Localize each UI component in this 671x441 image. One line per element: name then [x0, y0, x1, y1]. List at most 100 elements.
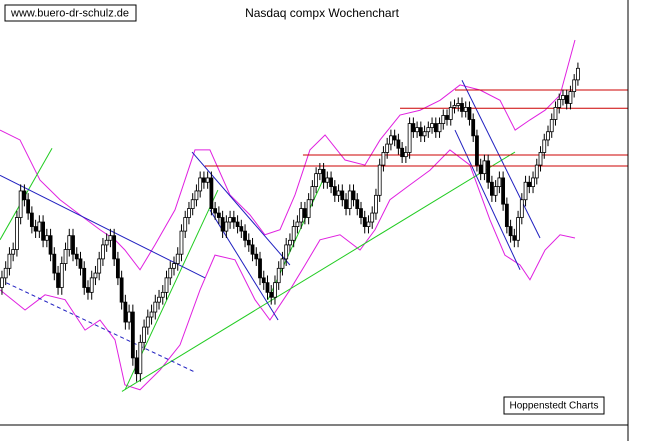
candle-body [355, 199, 360, 209]
candle-body [415, 127, 419, 133]
candle-body [306, 199, 311, 218]
candle-body [280, 258, 285, 269]
candle-body [48, 235, 53, 255]
candle-body [400, 147, 405, 158]
candle-body [108, 235, 113, 241]
trend-line [0, 174, 206, 279]
candle-body [205, 177, 210, 183]
candle-body [153, 301, 158, 313]
candle-body [568, 91, 573, 104]
candle-body [467, 107, 472, 120]
candle-body [89, 277, 94, 293]
candle-body [220, 217, 225, 232]
candle-body [336, 190, 341, 196]
candle-body [224, 221, 229, 232]
candle-body [138, 341, 143, 375]
candle-body [101, 244, 105, 260]
candle-body [164, 277, 169, 293]
candle-body [549, 119, 554, 133]
candle-body [202, 177, 206, 183]
candle-body [407, 123, 412, 153]
candle-body [340, 190, 345, 201]
candle-body [489, 181, 494, 196]
candle-body [527, 181, 532, 187]
candle-body [512, 235, 517, 241]
candle-body [396, 139, 401, 149]
candle-body [542, 139, 547, 153]
candle-body [351, 190, 356, 201]
candle-body [284, 244, 289, 260]
candle-body [134, 357, 139, 375]
candle-body [389, 135, 393, 145]
candle-body [460, 103, 464, 112]
candle-body [179, 230, 184, 255]
candle-body [516, 217, 520, 241]
candle-body [22, 190, 27, 201]
credit-label: Hoppenstedt Charts [510, 401, 599, 412]
candle-body [302, 208, 307, 218]
candle-body [228, 217, 232, 223]
candle-body [86, 287, 90, 293]
candle-body [93, 272, 98, 279]
candle-body [198, 177, 203, 192]
trend-line [191, 151, 291, 266]
candle-body [142, 326, 146, 343]
candle-body [160, 291, 165, 298]
candle-body [168, 267, 173, 279]
candle-body [445, 115, 449, 120]
candle-body [250, 244, 255, 255]
candle-body [374, 194, 378, 214]
candle-body [392, 135, 397, 141]
candle-body [344, 199, 348, 209]
candle-body [130, 311, 135, 359]
candle-body [314, 173, 319, 187]
candle-body [441, 115, 446, 124]
candle-body [127, 311, 132, 323]
candle-body [576, 67, 580, 81]
source-label: www.buero-dr-schulz.de [10, 7, 129, 19]
candle-body [104, 239, 109, 246]
candle-body [119, 277, 124, 303]
candle-body [493, 186, 498, 196]
candle-body [145, 316, 150, 328]
candle-body [430, 123, 434, 129]
candle-body [531, 177, 535, 187]
candle-body [553, 107, 558, 120]
candle-body [523, 181, 528, 201]
candle-body [448, 107, 453, 120]
candle-body [359, 208, 363, 218]
candle-body [209, 177, 214, 209]
plot-area [0, 39, 628, 392]
bollinger-band [0, 39, 576, 271]
candle-body [508, 226, 513, 237]
candle-body [71, 235, 75, 255]
candle-body [194, 190, 199, 201]
candle-body [422, 131, 427, 137]
candle-body [377, 164, 382, 196]
candle-body [74, 253, 79, 260]
trend-line [0, 279, 196, 373]
candle-body [329, 177, 333, 187]
candle-body [3, 267, 8, 279]
candle-body [288, 239, 292, 246]
candle-body [370, 212, 375, 223]
candle-body [18, 190, 23, 218]
candle-body [437, 123, 442, 133]
candle-body [254, 253, 259, 260]
candle-body [426, 127, 431, 133]
candle-body [11, 249, 16, 255]
candle-body [59, 263, 64, 288]
candle-body [572, 79, 577, 92]
candle-body [385, 143, 390, 153]
candle-body [29, 212, 34, 227]
candle-body [258, 258, 262, 279]
candle-body [325, 177, 330, 183]
candle-body [231, 217, 236, 223]
candle-body [482, 160, 487, 175]
candle-body [183, 217, 188, 232]
candle-body [295, 221, 300, 227]
candle-body [52, 253, 57, 274]
candle-body [0, 277, 4, 288]
